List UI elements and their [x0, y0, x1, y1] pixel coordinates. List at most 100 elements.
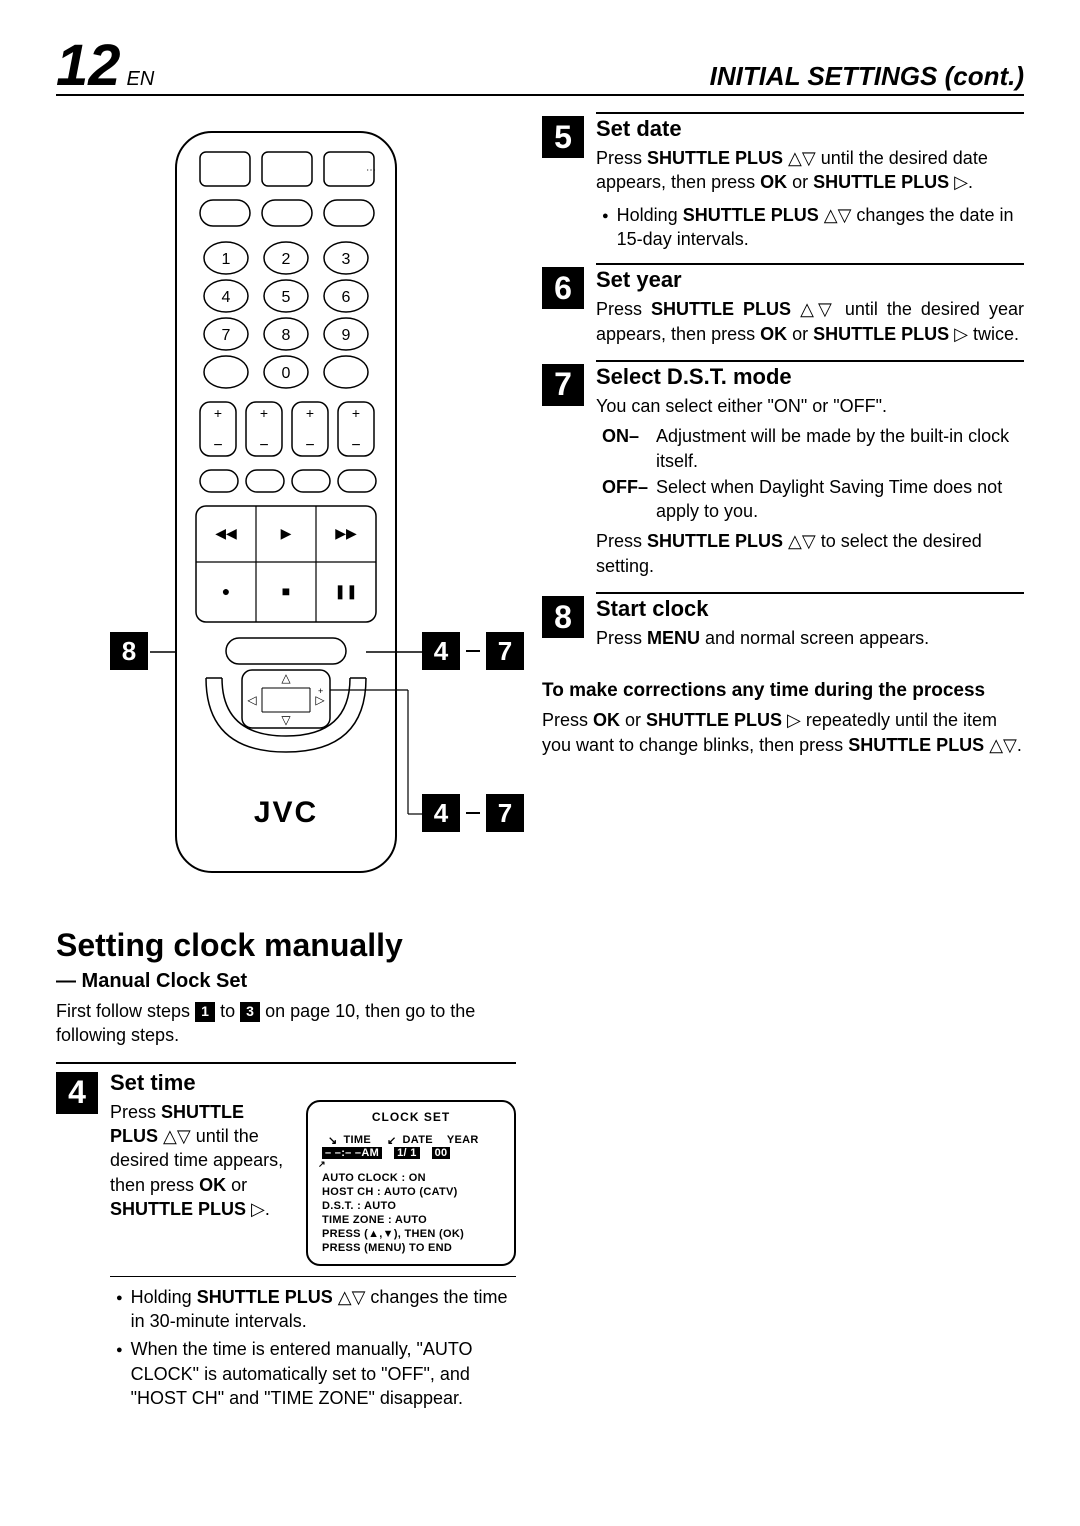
osd-date-value: 1/ 1	[394, 1147, 420, 1159]
bullet-text: Holding SHUTTLE PLUS △▽ changes the date…	[617, 203, 1024, 252]
svg-text:3: 3	[342, 251, 351, 268]
section-title: INITIAL SETTINGS (cont.)	[710, 61, 1024, 92]
step-body-text: Press SHUTTLE PLUS △▽ to select the desi…	[596, 529, 1024, 578]
osd-values-row: – –:– –AM 1/ 1 00	[322, 1147, 506, 1159]
osd-time-value: – –:– –AM	[322, 1147, 382, 1159]
step-5: 5 Set date Press SHUTTLE PLUS △▽ until t…	[542, 112, 1024, 255]
bullet-text: When the time is entered manually, "AUTO…	[131, 1337, 516, 1410]
step-title: Start clock	[596, 592, 1024, 622]
step-number: 5	[542, 116, 584, 158]
osd-line: HOST CH : AUTO (CATV)	[322, 1186, 506, 1198]
callout-4-7-top: 4 7	[422, 632, 524, 670]
intro-text: First follow steps	[56, 1001, 195, 1021]
svg-text:●: ●	[222, 583, 230, 599]
svg-text:❚❚: ❚❚	[334, 583, 357, 600]
svg-text:◀◀: ◀◀	[215, 525, 237, 541]
svg-text:9: 9	[342, 327, 351, 344]
page-header: 12 EN INITIAL SETTINGS (cont.)	[56, 40, 1024, 96]
step-body-text: Press SHUTTLE PLUS △▽ until the desired …	[596, 146, 1024, 195]
remote-illustration: ⋯ 1 2 3 4 5 6 7 8 9 0	[96, 122, 476, 887]
page-lang: EN	[127, 68, 155, 91]
osd-title: CLOCK SET	[316, 1110, 506, 1124]
step-title: Set date	[596, 112, 1024, 142]
osd-label: DATE	[403, 1134, 433, 1147]
callout-badge: 7	[486, 794, 524, 832]
bullet-icon	[116, 1337, 123, 1410]
osd-label: YEAR	[447, 1134, 479, 1147]
def-key: OFF–	[602, 475, 652, 524]
step-title: Set year	[596, 263, 1024, 293]
step-number: 7	[542, 364, 584, 406]
corrections-body: Press OK or SHUTTLE PLUS ▷ repeatedly un…	[542, 708, 1024, 757]
manual-clock-sub: — Manual Clock Set	[56, 970, 516, 993]
osd-line: D.S.T. : AUTO	[322, 1200, 506, 1212]
svg-text:1: 1	[222, 251, 231, 268]
def-key: ON–	[602, 424, 652, 473]
dash-icon	[466, 812, 480, 814]
step4-bullets: Holding SHUTTLE PLUS △▽ changes the time…	[116, 1285, 516, 1410]
step-7: 7 Select D.S.T. mode You can select eith…	[542, 360, 1024, 584]
intro-text: to	[220, 1001, 240, 1021]
def-row: OFF–Select when Daylight Saving Time doe…	[602, 475, 1024, 524]
bullet-item: Holding SHUTTLE PLUS △▽ changes the time…	[116, 1285, 516, 1334]
svg-text:+: +	[260, 405, 268, 421]
step-4: 4 Set time Press SHUTTLE PLUS △▽ until t…	[56, 1062, 516, 1414]
bullet-icon	[602, 203, 609, 252]
callout-badge: 7	[486, 632, 524, 670]
osd-clock-set: CLOCK SET ↘TIME ↙DATE YEAR – –:– –AM 1/ …	[306, 1100, 516, 1266]
manual-clock-section: Setting clock manually — Manual Clock Se…	[56, 927, 516, 1414]
step-body-text: Press MENU and normal screen appears.	[596, 626, 1024, 650]
two-columns: ⋯ 1 2 3 4 5 6 7 8 9 0	[56, 112, 1024, 1422]
svg-text:2: 2	[282, 251, 291, 268]
corrections-section: To make corrections any time during the …	[542, 680, 1024, 757]
step-body-text: Press SHUTTLE PLUS △▽ until the desired …	[110, 1100, 294, 1260]
svg-text:6: 6	[342, 289, 351, 306]
svg-text:▶▶: ▶▶	[335, 525, 357, 541]
right-column: 5 Set date Press SHUTTLE PLUS △▽ until t…	[542, 112, 1024, 1422]
osd-label: TIME	[344, 1134, 371, 1147]
svg-text:△: △	[281, 671, 291, 685]
osd-header-row: ↘TIME ↙DATE YEAR	[328, 1134, 506, 1147]
def-row: ON–Adjustment will be made by the built-…	[602, 424, 1024, 473]
svg-text:⋯: ⋯	[366, 165, 376, 176]
svg-text:▽: ▽	[281, 713, 291, 727]
svg-text:+: +	[306, 405, 314, 421]
step-8: 8 Start clock Press MENU and normal scre…	[542, 592, 1024, 656]
callout-badge: 4	[422, 794, 460, 832]
callout-badge: 8	[110, 632, 148, 670]
svg-text:5: 5	[282, 289, 291, 306]
svg-text:+: +	[352, 405, 360, 421]
svg-text:▶: ▶	[281, 525, 292, 541]
step-number: 8	[542, 596, 584, 638]
osd-line: PRESS (MENU) TO END	[322, 1242, 506, 1254]
manual-clock-heading: Setting clock manually	[56, 927, 516, 964]
def-text: Adjustment will be made by the built-in …	[656, 424, 1024, 473]
step-6: 6 Set year Press SHUTTLE PLUS △▽ until t…	[542, 263, 1024, 352]
step-title: Select D.S.T. mode	[596, 360, 1024, 390]
step-body-text: You can select either "ON" or "OFF".	[596, 394, 1024, 418]
svg-text:7: 7	[222, 327, 231, 344]
corrections-heading: To make corrections any time during the …	[542, 680, 1024, 702]
remote-svg: ⋯ 1 2 3 4 5 6 7 8 9 0	[96, 122, 476, 882]
svg-text:−: −	[213, 437, 222, 454]
osd-year-value: 00	[432, 1147, 451, 1159]
step-number: 6	[542, 267, 584, 309]
svg-text:4: 4	[222, 289, 231, 306]
svg-text:+: +	[214, 405, 222, 421]
bullet-item: Holding SHUTTLE PLUS △▽ changes the date…	[602, 203, 1024, 252]
svg-text:JVC: JVC	[254, 796, 318, 829]
svg-text:+: +	[318, 686, 323, 696]
svg-text:◁: ◁	[247, 693, 257, 707]
bullet-item: When the time is entered manually, "AUTO…	[116, 1337, 516, 1410]
step-body-text: Press SHUTTLE PLUS △▽ until the desired …	[596, 297, 1024, 346]
inline-step-3: 3	[240, 1002, 260, 1022]
def-text: Select when Daylight Saving Time does no…	[656, 475, 1024, 524]
osd-line: AUTO CLOCK : ON	[322, 1172, 506, 1184]
page-number: 12 EN	[56, 40, 154, 92]
page-num-value: 12	[56, 40, 121, 92]
inline-step-1: 1	[195, 1002, 215, 1022]
bullet-text: Holding SHUTTLE PLUS △▽ changes the time…	[131, 1285, 516, 1334]
bullet-icon	[116, 1285, 123, 1334]
step-title: Set time	[110, 1068, 516, 1096]
callout-4-7-bottom: 4 7	[422, 794, 524, 832]
